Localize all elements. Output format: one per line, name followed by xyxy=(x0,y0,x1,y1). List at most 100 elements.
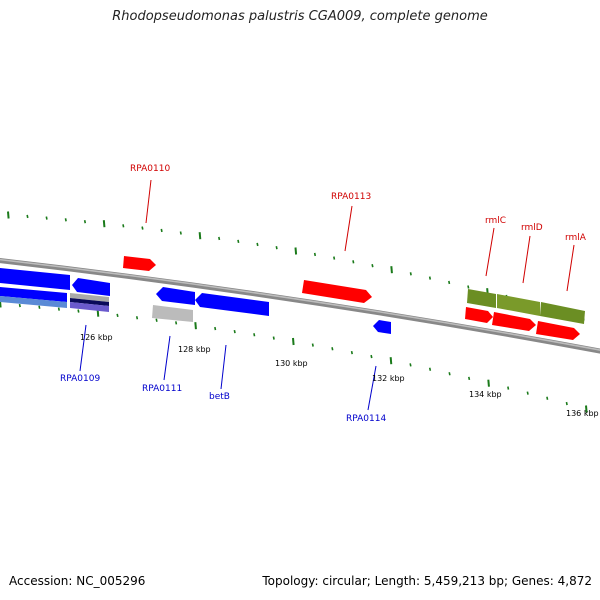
gene-red-1[interactable] xyxy=(465,307,493,323)
leader-betb xyxy=(220,344,227,390)
gene-blue-left-3[interactable] xyxy=(0,296,67,308)
outer-tick xyxy=(390,266,393,274)
inner-tick xyxy=(350,350,353,355)
outer-tick xyxy=(352,260,355,264)
outer-tick xyxy=(467,285,470,289)
inner-tick xyxy=(468,376,471,381)
label-rpa0109: RPA0109 xyxy=(60,374,100,384)
gene-blue-left-1[interactable] xyxy=(0,268,70,290)
outer-tick xyxy=(64,218,67,222)
inner-tick xyxy=(585,405,588,413)
outer-tick xyxy=(26,214,29,219)
outer-tick-row xyxy=(7,211,585,321)
inner-tick xyxy=(38,305,41,309)
gene-rpa0109[interactable] xyxy=(70,293,109,302)
outer-tick xyxy=(122,224,125,228)
scale-label-132: 132 kbp xyxy=(372,374,405,383)
inner-tick xyxy=(448,372,451,376)
outer-tick xyxy=(448,280,451,285)
label-rmlc: rmlC xyxy=(485,216,506,226)
inner-tick xyxy=(155,318,158,322)
map-title: Rhodopseudomonas palustris CGA009, compl… xyxy=(112,9,488,24)
label-rpa0111: RPA0111 xyxy=(142,384,182,394)
scale-label-128: 128 kbp xyxy=(178,345,211,354)
outer-tick xyxy=(218,236,221,241)
leader-rmla xyxy=(566,244,575,292)
leader-rpa0113 xyxy=(344,205,353,252)
outer-tick xyxy=(83,220,87,224)
inner-tick xyxy=(18,303,21,308)
gene-rmld[interactable] xyxy=(497,294,540,316)
outer-tick xyxy=(275,246,278,250)
gene-blue-left-2[interactable] xyxy=(0,287,67,302)
outer-tick xyxy=(371,264,374,268)
inner-tick xyxy=(487,379,490,387)
inner-tick xyxy=(409,363,412,367)
leader-rmlc xyxy=(485,227,495,277)
gene-rpa0109-core[interactable] xyxy=(70,298,109,306)
label-rmld: rmlD xyxy=(521,223,543,233)
inner-tick xyxy=(526,391,529,395)
genome-stats-text: Topology: circular; Length: 5,459,213 bp… xyxy=(262,574,592,588)
inner-tick xyxy=(331,347,334,351)
label-rpa0113: RPA0113 xyxy=(331,192,371,202)
outer-tick xyxy=(179,231,182,235)
scale-label-136: 136 kbp xyxy=(566,409,599,418)
inner-tick xyxy=(428,367,432,371)
gene-betb[interactable] xyxy=(195,293,269,316)
outer-tick xyxy=(45,216,48,220)
gene-red-3[interactable] xyxy=(536,321,580,340)
inner-tick xyxy=(214,326,217,331)
inner-tick xyxy=(311,343,314,347)
scale-label-134: 134 kbp xyxy=(469,390,502,399)
inner-tick xyxy=(175,321,178,325)
label-rmla: rmlA xyxy=(565,233,587,243)
outer-tick xyxy=(333,256,336,260)
leader-rpa0110 xyxy=(145,179,152,224)
leader-rpa0111 xyxy=(163,335,171,381)
inner-tick xyxy=(135,316,139,320)
label-leaders xyxy=(79,179,575,411)
inner-tick xyxy=(507,386,510,390)
accession-text: Accession: NC_005296 xyxy=(9,574,146,588)
outer-tick xyxy=(7,211,10,219)
gene-rpa0109-tail[interactable] xyxy=(70,302,109,312)
gene-rpa0114[interactable] xyxy=(373,320,391,334)
outer-tick xyxy=(313,252,317,257)
outer-tick xyxy=(428,276,432,280)
gene-rpa0113[interactable] xyxy=(302,280,372,303)
outer-tick xyxy=(102,220,106,228)
inner-tick xyxy=(253,333,256,337)
genome-backbone-highlight xyxy=(0,258,600,351)
outer-tick xyxy=(198,232,202,240)
leader-rpa0114 xyxy=(367,365,377,411)
inner-tick xyxy=(292,337,295,346)
leader-rpa0109 xyxy=(79,324,87,372)
gene-blue-small-1[interactable] xyxy=(72,278,110,296)
gene-rmlc[interactable] xyxy=(467,289,496,308)
outer-tick xyxy=(256,242,259,247)
outer-tick xyxy=(141,226,144,230)
inner-tick xyxy=(565,401,568,406)
gene-rpa0110[interactable] xyxy=(123,256,156,271)
inner-tick xyxy=(194,322,197,330)
inner-tick xyxy=(57,307,60,311)
leader-rmld xyxy=(522,235,531,284)
gene-rpa0111-grey[interactable] xyxy=(152,305,193,322)
outer-tick xyxy=(409,272,412,276)
genome-backbone xyxy=(0,258,600,354)
scale-label-126: 126 kbp xyxy=(80,333,113,342)
outer-tick xyxy=(294,247,298,255)
inner-tick xyxy=(77,309,80,313)
gene-red-2[interactable] xyxy=(492,312,536,331)
outer-tick xyxy=(160,228,163,233)
inner-tick xyxy=(370,354,373,359)
outer-tick xyxy=(237,239,240,244)
gene-rmla[interactable] xyxy=(540,302,585,324)
inner-tick xyxy=(233,329,236,334)
gene-rpa0111[interactable] xyxy=(156,287,195,305)
scale-label-130: 130 kbp xyxy=(275,359,308,368)
label-betb: betB xyxy=(209,392,230,402)
inner-tick xyxy=(546,396,549,400)
